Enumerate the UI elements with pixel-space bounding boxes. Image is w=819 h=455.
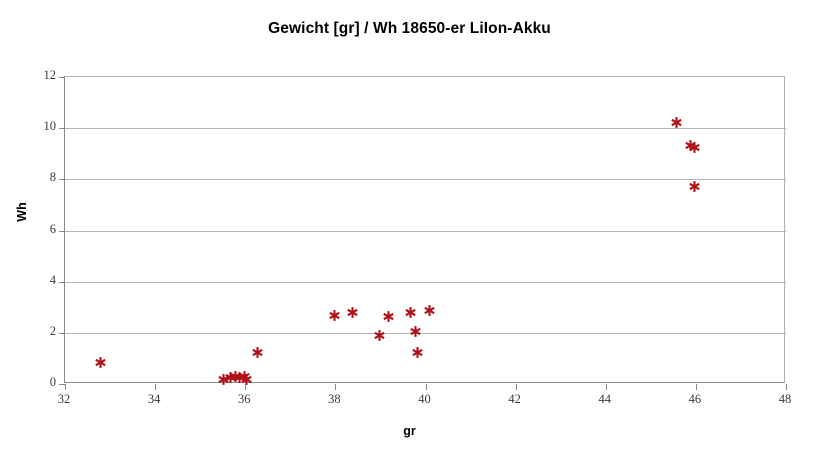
x-axis-title: gr xyxy=(403,424,416,438)
x-axis-tick xyxy=(245,384,246,390)
y-axis-tick-label: 10 xyxy=(43,119,57,134)
plot-area xyxy=(59,76,787,390)
x-axis-tick-label: 36 xyxy=(238,392,251,406)
y-axis-tick-label: 0 xyxy=(49,375,56,389)
x-axis-tick-label: 44 xyxy=(598,392,612,406)
y-axis-tick xyxy=(59,231,65,232)
x-axis-tick-label: 48 xyxy=(778,392,792,406)
y-axis-tick-label: 4 xyxy=(49,272,56,287)
x-axis-tick xyxy=(696,384,697,390)
x-axis-tick xyxy=(786,384,787,390)
y-axis-tick xyxy=(59,128,65,129)
x-axis-tick xyxy=(65,384,66,390)
gridline-horizontal xyxy=(65,179,786,180)
gridline-horizontal xyxy=(65,282,786,283)
y-axis-tick xyxy=(59,77,65,78)
x-axis-tick xyxy=(606,384,607,390)
x-axis-tick xyxy=(516,384,517,390)
x-axis-tick-label: 46 xyxy=(688,392,702,406)
gridline-horizontal xyxy=(65,333,786,334)
x-axis-tick-label: 42 xyxy=(508,392,521,406)
x-axis-tick-label: 34 xyxy=(147,392,161,406)
x-axis-tick xyxy=(335,384,336,390)
gridline-horizontal xyxy=(65,231,786,232)
y-axis-tick-label: 8 xyxy=(49,170,56,185)
x-axis-tick-label: 40 xyxy=(418,392,431,406)
gridline-horizontal xyxy=(65,128,786,129)
y-axis-tick xyxy=(59,384,65,385)
x-axis-tick xyxy=(426,384,427,390)
x-axis-tick-label: 32 xyxy=(57,392,71,406)
y-axis-tick xyxy=(59,179,65,180)
y-axis-tick-label: 6 xyxy=(49,221,56,236)
x-axis-tick xyxy=(155,384,156,390)
y-axis-tick xyxy=(59,282,65,283)
y-axis-tick xyxy=(59,333,65,334)
y-axis-tick-label: 12 xyxy=(43,68,57,82)
x-axis-tick-label: 38 xyxy=(328,392,341,406)
y-axis-tick-label: 2 xyxy=(49,323,56,338)
chart-title: Gewicht [gr] / Wh 18650-er LiIon-Akku xyxy=(268,20,551,37)
